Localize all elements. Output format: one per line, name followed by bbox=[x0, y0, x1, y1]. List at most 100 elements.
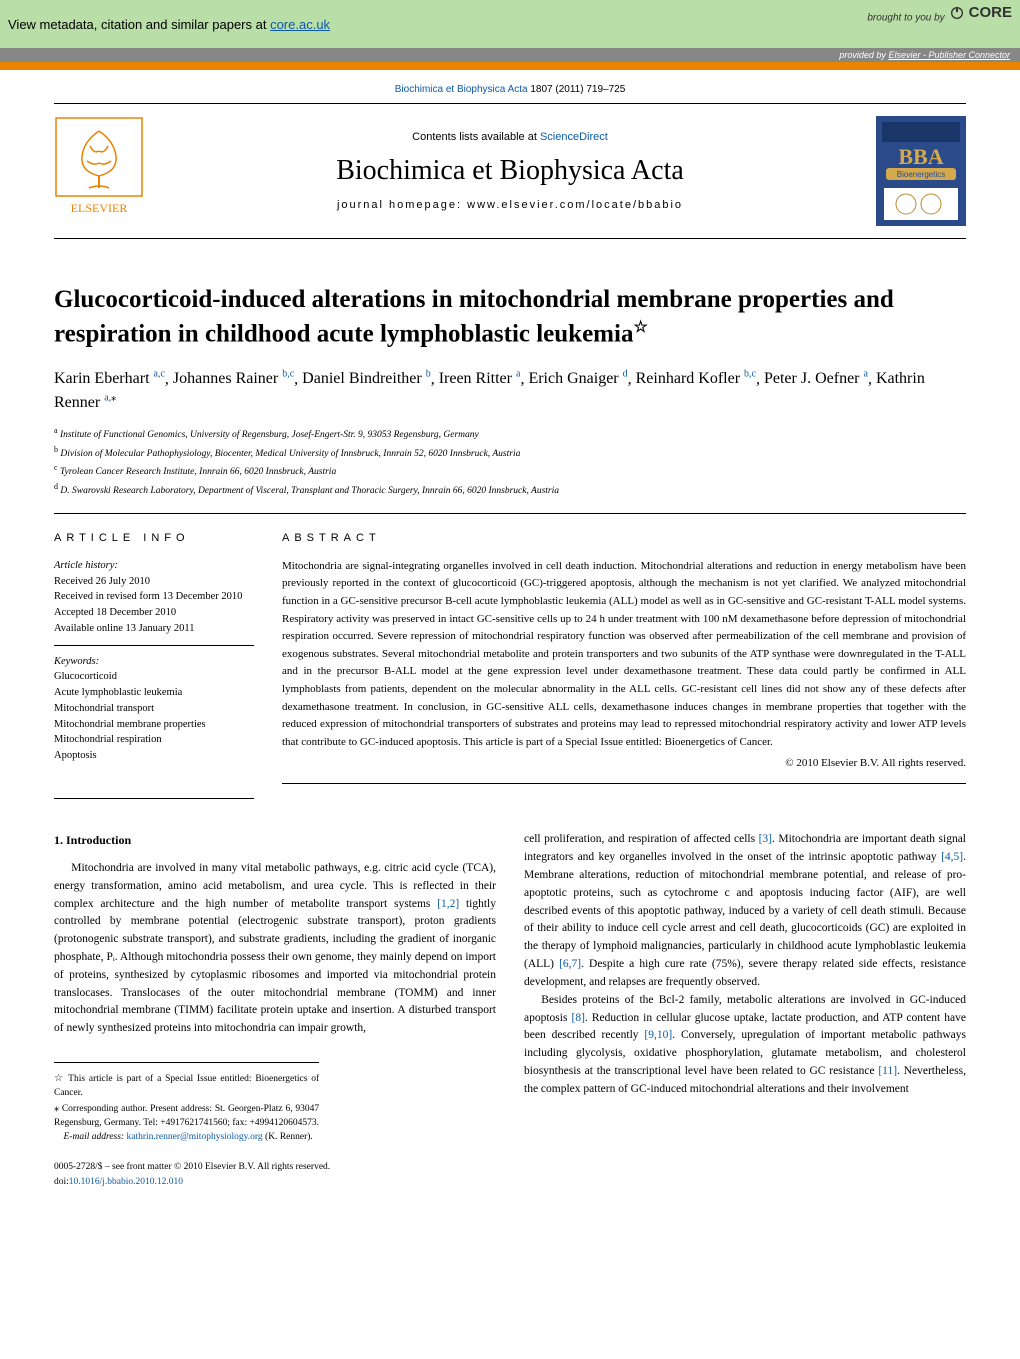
orange-divider bbox=[0, 62, 1020, 70]
elsevier-tree-icon: ELSEVIER bbox=[54, 116, 144, 216]
provided-bar: provided by Elsevier - Publisher Connect… bbox=[0, 48, 1020, 62]
affiliation: a Institute of Functional Genomics, Univ… bbox=[54, 425, 966, 443]
elsevier-logo[interactable]: ELSEVIER bbox=[54, 116, 144, 216]
footnote-asterisk-icon: ⁎ bbox=[54, 1103, 59, 1114]
email-label: E-mail address: bbox=[64, 1132, 127, 1142]
citation-details: 1807 (2011) 719–725 bbox=[528, 84, 626, 95]
authors-list: Karin Eberhart a,c, Johannes Rainer b,c,… bbox=[54, 367, 966, 416]
svg-text:BBA: BBA bbox=[898, 144, 943, 169]
journal-cover[interactable]: BBA Bioenergetics bbox=[876, 116, 966, 226]
core-name: CORE bbox=[969, 4, 1012, 21]
homepage-prefix: journal homepage: bbox=[337, 199, 467, 211]
core-brand: brought to you by CORE bbox=[867, 4, 1012, 26]
contents-line: Contents lists available at ScienceDirec… bbox=[162, 131, 858, 143]
citation-journal[interactable]: Biochimica et Biophysica Acta bbox=[395, 84, 528, 95]
affiliation: b Division of Molecular Pathophysiology,… bbox=[54, 444, 966, 462]
main-content: Biochimica et Biophysica Acta 1807 (2011… bbox=[0, 70, 1020, 1189]
homepage-line: journal homepage: www.elsevier.com/locat… bbox=[162, 199, 858, 211]
metadata-text: View metadata, citation and similar pape… bbox=[8, 17, 330, 32]
abstract-head: ABSTRACT bbox=[282, 532, 966, 544]
core-link[interactable]: core.ac.uk bbox=[270, 17, 330, 32]
publisher-link[interactable]: Elsevier - Publisher Connector bbox=[888, 50, 1010, 60]
copyright-line: 0005-2728/$ – see front matter © 2010 El… bbox=[54, 1160, 496, 1174]
journal-header: ELSEVIER Contents lists available at Sci… bbox=[54, 103, 966, 239]
keywords-block: Keywords: GlucocorticoidAcute lymphoblas… bbox=[54, 654, 254, 772]
affiliation: c Tyrolean Cancer Research Institute, In… bbox=[54, 462, 966, 480]
keyword: Acute lymphoblastic leukemia bbox=[54, 685, 254, 701]
divider bbox=[54, 513, 966, 514]
footnote-1: ☆ This article is part of a Special Issu… bbox=[54, 1071, 319, 1101]
author: Erich Gnaiger d bbox=[528, 370, 627, 387]
introduction-head: 1. Introduction bbox=[54, 831, 496, 850]
title-star-icon: ☆ bbox=[633, 319, 647, 336]
ref-link[interactable]: [4,5] bbox=[941, 851, 963, 863]
affiliations: a Institute of Functional Genomics, Univ… bbox=[54, 425, 966, 498]
sciencedirect-link[interactable]: ScienceDirect bbox=[540, 131, 608, 143]
keyword: Mitochondrial respiration bbox=[54, 732, 254, 748]
body-columns: 1. Introduction Mitochondria are involve… bbox=[54, 831, 966, 1188]
ref-link[interactable]: [1,2] bbox=[437, 898, 459, 910]
core-icon bbox=[949, 5, 965, 21]
body-col2-p1: cell proliferation, and respiration of a… bbox=[524, 831, 966, 991]
metadata-bar: View metadata, citation and similar pape… bbox=[0, 0, 1020, 48]
keyword: Apoptosis bbox=[54, 748, 254, 764]
footnote-2: ⁎ Corresponding author. Present address:… bbox=[54, 1101, 319, 1131]
core-logo[interactable]: CORE bbox=[949, 4, 1012, 21]
footnote-email: E-mail address: kathrin.renner@mitophysi… bbox=[54, 1130, 319, 1144]
ref-link[interactable]: [6,7] bbox=[559, 958, 581, 970]
info-abstract-row: ARTICLE INFO Article history: Received 2… bbox=[54, 532, 966, 785]
info-head: ARTICLE INFO bbox=[54, 532, 254, 544]
body-right: cell proliferation, and respiration of a… bbox=[524, 831, 966, 1188]
history-line: Received 26 July 2010 bbox=[54, 574, 254, 590]
ref-link[interactable]: [8] bbox=[572, 1012, 585, 1024]
abstract-divider bbox=[282, 783, 966, 784]
citation: Biochimica et Biophysica Acta 1807 (2011… bbox=[54, 70, 966, 103]
title-text: Glucocorticoid-induced alterations in mi… bbox=[54, 286, 894, 347]
cover-icon: BBA Bioenergetics bbox=[876, 116, 966, 226]
author: Ireen Ritter a bbox=[439, 370, 521, 387]
footnote-2-text: Corresponding author. Present address: S… bbox=[54, 1104, 319, 1128]
svg-text:ELSEVIER: ELSEVIER bbox=[71, 201, 128, 215]
article-info: ARTICLE INFO Article history: Received 2… bbox=[54, 532, 254, 785]
affiliation: d D. Swarovski Research Laboratory, Depa… bbox=[54, 481, 966, 499]
footnote-1-text: This article is part of a Special Issue … bbox=[54, 1074, 319, 1098]
author: Johannes Rainer b,c bbox=[173, 370, 294, 387]
keyword: Mitochondrial transport bbox=[54, 701, 254, 717]
footnotes: ☆ This article is part of a Special Issu… bbox=[54, 1062, 319, 1144]
provided-prefix: provided by bbox=[839, 50, 888, 60]
ref-link[interactable]: [9,10] bbox=[644, 1029, 672, 1041]
article-title: Glucocorticoid-induced alterations in mi… bbox=[54, 283, 966, 351]
ref-link[interactable]: [3] bbox=[759, 833, 772, 845]
email-person: (K. Renner). bbox=[263, 1132, 313, 1142]
contents-prefix: Contents lists available at bbox=[412, 131, 540, 143]
history-line: Received in revised form 13 December 201… bbox=[54, 589, 254, 605]
keywords-label: Keywords: bbox=[54, 654, 254, 670]
metadata-prefix: View metadata, citation and similar pape… bbox=[8, 17, 270, 32]
history-label: Article history: bbox=[54, 558, 254, 574]
body-left: 1. Introduction Mitochondria are involve… bbox=[54, 831, 496, 1188]
journal-name: Biochimica et Biophysica Acta bbox=[162, 155, 858, 187]
body-col2-p2: Besides proteins of the Bcl-2 family, me… bbox=[524, 992, 966, 1099]
doi-link[interactable]: 10.1016/j.bbabio.2010.12.010 bbox=[69, 1177, 183, 1187]
keyword: Mitochondrial membrane properties bbox=[54, 717, 254, 733]
brought-by-text: brought to you by bbox=[867, 13, 944, 24]
footnote-star-icon: ☆ bbox=[54, 1073, 64, 1084]
keyword: Glucocorticoid bbox=[54, 669, 254, 685]
journal-center: Contents lists available at ScienceDirec… bbox=[162, 116, 858, 226]
history-block: Article history: Received 26 July 2010Re… bbox=[54, 558, 254, 646]
svg-text:Bioenergetics: Bioenergetics bbox=[897, 170, 945, 179]
homepage-url[interactable]: www.elsevier.com/locate/bbabio bbox=[467, 199, 683, 211]
author: Daniel Bindreither b bbox=[302, 370, 431, 387]
title-section: Glucocorticoid-induced alterations in mi… bbox=[54, 239, 966, 351]
history-line: Available online 13 January 2011 bbox=[54, 621, 254, 637]
email-link[interactable]: kathrin.renner@mitophysiology.org bbox=[126, 1132, 262, 1142]
author: Peter J. Oefner a bbox=[764, 370, 868, 387]
abstract-copyright: © 2010 Elsevier B.V. All rights reserved… bbox=[282, 757, 966, 769]
doi-line: doi:10.1016/j.bbabio.2010.12.010 bbox=[54, 1175, 496, 1189]
info-divider bbox=[54, 798, 254, 799]
doi-prefix: doi: bbox=[54, 1177, 69, 1187]
history-line: Accepted 18 December 2010 bbox=[54, 605, 254, 621]
abstract: ABSTRACT Mitochondria are signal-integra… bbox=[282, 532, 966, 785]
author: Reinhard Kofler b,c bbox=[636, 370, 756, 387]
ref-link[interactable]: [11] bbox=[878, 1065, 897, 1077]
